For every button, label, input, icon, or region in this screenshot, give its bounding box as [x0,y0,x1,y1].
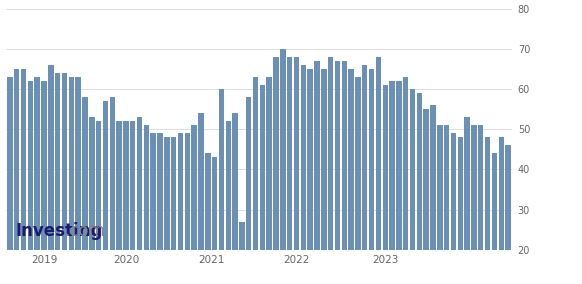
Bar [102,101,108,250]
Bar [82,97,88,250]
Bar [417,93,422,250]
Bar [232,113,238,250]
Bar [287,57,292,250]
Bar [260,85,265,250]
Bar [430,105,436,250]
Bar [239,222,244,250]
Bar [69,77,74,250]
Bar [437,125,442,250]
Bar [116,121,122,250]
Bar [267,77,272,250]
Bar [444,125,449,250]
Bar [62,73,68,250]
Bar [7,77,13,250]
Bar [389,81,395,250]
Bar [321,69,327,250]
Bar [198,113,204,250]
Bar [294,57,299,250]
Bar [164,137,169,250]
Text: Investing: Investing [16,222,103,240]
Bar [191,125,197,250]
Bar [505,145,511,250]
Text: .com: .com [64,222,105,240]
Bar [403,77,409,250]
Bar [485,137,490,250]
Bar [219,89,224,250]
Bar [184,133,190,250]
Bar [253,77,258,250]
Bar [21,69,26,250]
Bar [212,157,217,250]
Bar [48,65,54,250]
Bar [89,117,94,250]
Bar [246,97,251,250]
Bar [178,133,183,250]
Bar [382,85,388,250]
Bar [205,153,211,250]
Bar [226,121,231,250]
Bar [41,81,47,250]
Bar [362,65,367,250]
Bar [76,77,81,250]
Bar [349,69,354,250]
Bar [157,133,163,250]
Bar [396,81,402,250]
Bar [280,49,286,250]
Bar [314,61,320,250]
Bar [55,73,61,250]
Bar [34,77,40,250]
Bar [301,65,306,250]
Bar [96,121,101,250]
Bar [328,57,333,250]
Bar [492,153,497,250]
Bar [28,81,33,250]
Bar [375,57,381,250]
Bar [335,61,340,250]
Bar [137,117,143,250]
Bar [109,97,115,250]
Bar [144,125,149,250]
Bar [355,77,361,250]
Bar [342,61,347,250]
Bar [171,137,176,250]
Bar [450,133,456,250]
Bar [151,133,156,250]
Bar [424,109,429,250]
Bar [410,89,416,250]
Bar [457,137,463,250]
Bar [123,121,129,250]
Bar [369,69,374,250]
Bar [464,117,470,250]
Bar [478,125,484,250]
Bar [14,69,19,250]
Bar [130,121,136,250]
Bar [471,125,477,250]
Bar [307,69,313,250]
Bar [274,57,279,250]
Bar [499,137,504,250]
